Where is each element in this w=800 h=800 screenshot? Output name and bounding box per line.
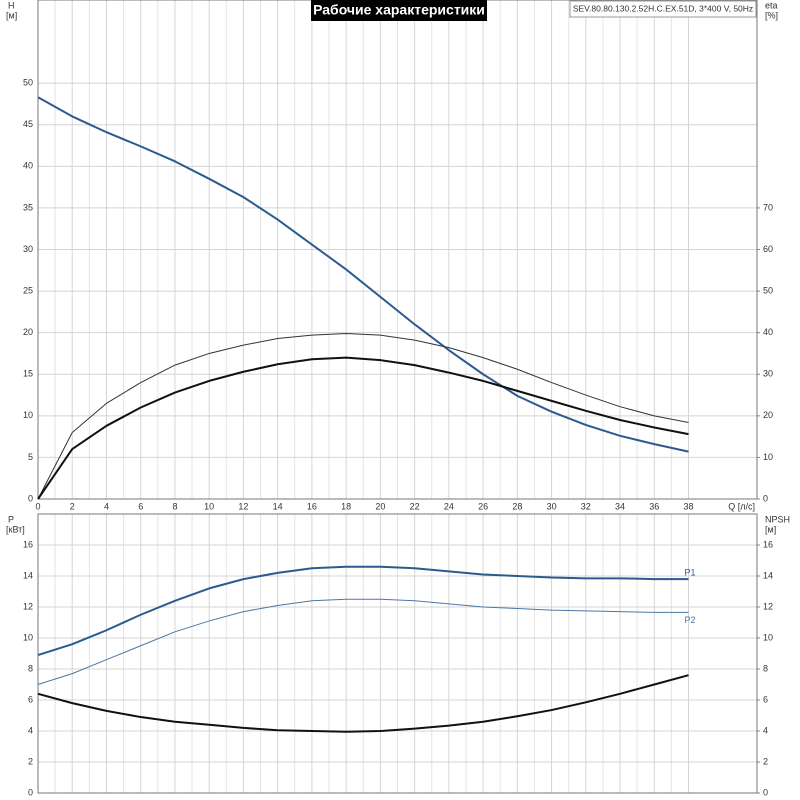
y2-tick-label: 0	[763, 493, 768, 503]
y-tick-label: 40	[23, 161, 33, 171]
y2-tick-label: 20	[763, 410, 773, 420]
y-tick-label: 0	[28, 493, 33, 503]
x-tick-label: 0	[35, 501, 40, 511]
x-tick-label: 20	[375, 501, 385, 511]
y-axis-unit: [кВт]	[6, 524, 25, 534]
x-tick-label: 8	[172, 501, 177, 511]
x-tick-label: 6	[138, 501, 143, 511]
y-tick-label: 6	[28, 694, 33, 704]
x-tick-label: 14	[273, 501, 283, 511]
curve	[37, 332, 689, 500]
y-tick-label: 0	[28, 787, 33, 797]
x-tick-label: 28	[512, 501, 522, 511]
y2-tick-label: 14	[763, 570, 773, 580]
x-tick-label: 38	[684, 501, 694, 511]
y2-axis-label: eta	[765, 0, 778, 10]
curve	[37, 565, 689, 657]
y2-tick-label: 50	[763, 285, 773, 295]
y-tick-label: 2	[28, 756, 33, 766]
y2-tick-label: 10	[763, 452, 773, 462]
y2-axis-label: NPSH	[765, 514, 790, 524]
y2-tick-label: 60	[763, 244, 773, 254]
y-tick-label: 35	[23, 202, 33, 212]
y2-tick-label: 0	[763, 787, 768, 797]
y2-tick-label: 12	[763, 601, 773, 611]
series-label: P2	[685, 615, 696, 625]
chart-subtitle: SEV.80.80.130.2.52H.C.EX.51D, 3*400 V, 5…	[573, 3, 753, 13]
chart-title: Рабочие характеристики	[313, 2, 485, 18]
y-tick-label: 25	[23, 285, 33, 295]
y2-tick-label: 16	[763, 539, 773, 549]
y-axis-unit: [м]	[6, 10, 17, 20]
x-tick-label: 10	[204, 501, 214, 511]
x-tick-label: 12	[238, 501, 248, 511]
series-label: P1	[685, 567, 696, 577]
y2-axis-unit: [м]	[765, 524, 776, 534]
y2-tick-label: 4	[763, 725, 768, 735]
y-tick-label: 50	[23, 78, 33, 88]
y2-tick-label: 10	[763, 632, 773, 642]
x-tick-label: 26	[478, 501, 488, 511]
y2-tick-label: 6	[763, 694, 768, 704]
title-box	[311, 0, 487, 21]
curve	[37, 598, 689, 685]
x-tick-label: 18	[341, 501, 351, 511]
y-tick-label: 8	[28, 663, 33, 673]
curve	[37, 674, 689, 733]
x-tick-label: 30	[547, 501, 557, 511]
x-tick-label: 22	[410, 501, 420, 511]
y-tick-label: 12	[23, 601, 33, 611]
plot-frame	[37, 0, 758, 500]
y-tick-label: 30	[23, 244, 33, 254]
curve	[37, 96, 689, 453]
y-tick-label: 14	[23, 570, 33, 580]
y2-tick-label: 2	[763, 756, 768, 766]
y-axis-label: H	[8, 0, 15, 10]
curve	[37, 356, 689, 500]
x-tick-label: 36	[649, 501, 659, 511]
x-tick-label: 34	[615, 501, 625, 511]
y-tick-label: 5	[28, 452, 33, 462]
y-axis-label: P	[8, 514, 14, 524]
y2-axis-unit: [%]	[765, 10, 778, 20]
y-tick-label: 16	[23, 539, 33, 549]
subtitle-box	[569, 0, 757, 18]
x-axis-label: Q [л/с]	[728, 501, 755, 511]
plot-frame	[37, 513, 758, 794]
x-tick-label: 32	[581, 501, 591, 511]
y2-tick-label: 30	[763, 369, 773, 379]
y2-tick-label: 70	[763, 202, 773, 212]
y-tick-label: 20	[23, 327, 33, 337]
y-tick-label: 10	[23, 410, 33, 420]
x-tick-label: 4	[104, 501, 109, 511]
x-tick-label: 16	[307, 501, 317, 511]
y2-tick-label: 40	[763, 327, 773, 337]
y-tick-label: 45	[23, 119, 33, 129]
x-tick-label: 24	[444, 501, 454, 511]
x-tick-label: 2	[70, 501, 75, 511]
y-tick-label: 15	[23, 369, 33, 379]
y2-tick-label: 8	[763, 663, 768, 673]
y-tick-label: 4	[28, 725, 33, 735]
y-tick-label: 10	[23, 632, 33, 642]
